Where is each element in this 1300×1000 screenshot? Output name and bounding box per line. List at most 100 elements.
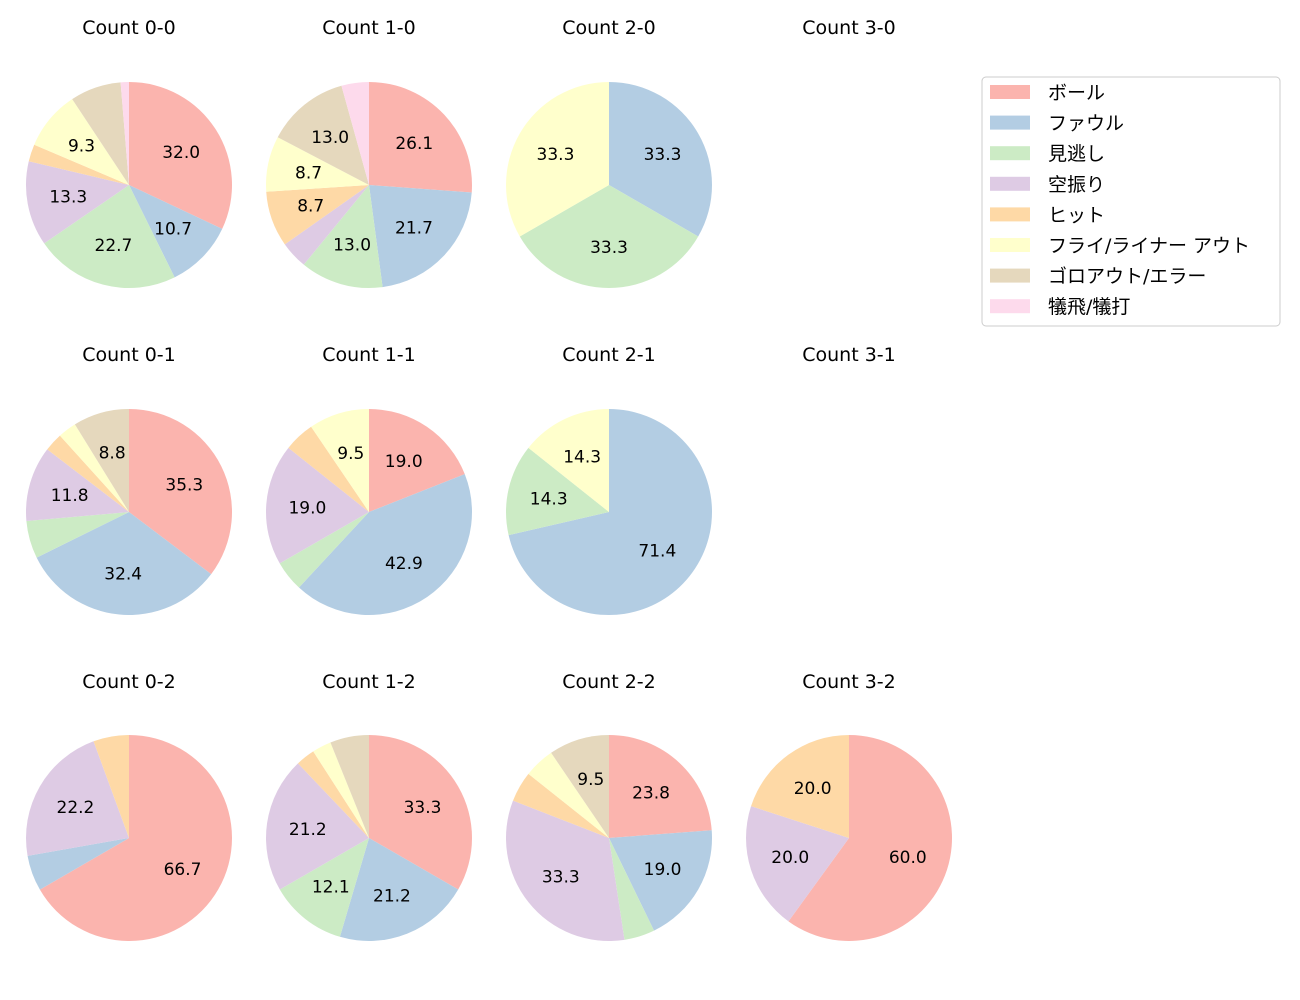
slice-label: 19.0 — [385, 452, 423, 472]
pie-slice — [505, 447, 609, 536]
slice-label: 35.3 — [165, 475, 203, 495]
pie-count-3-2: Count 3-2 60.0 20.0 20.0 — [746, 671, 952, 941]
pie-slice — [279, 512, 369, 588]
pie-slice — [28, 144, 130, 185]
slice-label: 21.2 — [373, 886, 411, 906]
legend-swatch — [990, 207, 1030, 222]
pie-title: Count 2-2 — [562, 671, 656, 693]
pie-title: Count 0-0 — [82, 17, 176, 39]
pie-slice — [506, 800, 625, 941]
pie-slice — [129, 82, 233, 229]
pie-slice — [74, 409, 129, 512]
slice-label: 33.3 — [590, 238, 628, 258]
pie-slice — [27, 838, 129, 890]
legend-entry: 空振り — [1048, 174, 1105, 196]
pie-slice — [341, 82, 369, 185]
pie-title: Count 2-0 — [562, 17, 656, 39]
pie-slice — [339, 838, 459, 941]
pie-slice — [266, 185, 369, 245]
slice-label: 14.3 — [530, 489, 568, 509]
slice-label: 12.1 — [312, 878, 350, 898]
pie-slice — [528, 752, 609, 838]
slice-label: 42.9 — [385, 554, 423, 574]
pie-slice — [609, 735, 712, 838]
slice-label: 20.0 — [771, 848, 809, 868]
slice-label: 8.7 — [297, 197, 324, 217]
pie-title: Count 1-1 — [322, 344, 416, 366]
pie-slice — [47, 435, 129, 512]
pie-slice — [751, 735, 849, 838]
pie-slice — [609, 82, 712, 237]
pie-title: Count 1-2 — [322, 671, 416, 693]
slice-label: 33.3 — [404, 798, 442, 818]
slice-label: 26.1 — [395, 134, 433, 154]
pie-title: Count 1-0 — [322, 17, 416, 39]
slice-label: 9.5 — [577, 770, 604, 790]
slice-label: 8.8 — [99, 444, 126, 464]
slice-label: 23.8 — [632, 784, 670, 804]
pie-slice — [34, 99, 129, 185]
pie-slice — [266, 137, 369, 192]
pie-slice — [26, 741, 130, 856]
legend-entry: ボール — [1048, 82, 1105, 104]
pie-count-1-1: Count 1-1 19.0 42.9 19.0 9.5 — [266, 344, 472, 616]
pie-count-2-2: Count 2-2 23.8 19.0 33.3 9.5 — [506, 671, 712, 941]
pie-slice — [303, 185, 383, 288]
pie-slice — [266, 763, 369, 890]
pie-slice — [298, 474, 472, 616]
pie-slice — [26, 512, 129, 558]
pie-slice — [25, 161, 129, 244]
pie-slice — [284, 185, 369, 265]
pie-slice — [330, 735, 369, 838]
legend-swatch — [990, 146, 1030, 161]
pie-count-2-0: Count 2-0 33.3 33.3 33.3 — [506, 17, 712, 288]
slice-label: 9.3 — [68, 136, 95, 156]
pie-slice — [369, 409, 465, 512]
legend-swatch — [990, 238, 1030, 252]
pie-slice — [120, 82, 129, 185]
legend-entry: フライ/ライナー アウト — [1048, 235, 1250, 257]
pie-slice — [36, 512, 212, 616]
legend-swatch — [990, 176, 1030, 191]
pie-title: Count 3-2 — [802, 671, 896, 693]
slice-label: 33.3 — [537, 145, 575, 165]
slice-label: 13.0 — [311, 128, 349, 148]
slice-label: 66.7 — [164, 860, 202, 880]
pie-title: Count 0-1 — [82, 344, 176, 366]
pie-count-1-2: Count 1-2 33.3 21.2 12.1 21.2 — [266, 671, 472, 941]
pie-count-2-1: Count 2-1 71.4 14.3 14.3 — [505, 344, 712, 615]
pie-title: Count 0-2 — [82, 671, 176, 693]
slice-label: 21.2 — [289, 820, 327, 840]
legend-entry: 犠飛/犠打 — [1048, 296, 1130, 318]
legend-frame — [981, 76, 1281, 327]
slice-label: 32.0 — [162, 143, 200, 163]
pie-count-0-1: Count 0-1 35.3 32.4 11.8 8.8 — [26, 344, 233, 616]
legend-entry: 見逃し — [1048, 143, 1105, 165]
slice-label: 19.0 — [288, 498, 326, 518]
slice-label: 22.2 — [57, 798, 95, 818]
pie-slice — [266, 447, 369, 564]
pie-title: Count 3-1 — [802, 344, 896, 366]
pie-count-0-2: Count 0-2 66.7 22.2 — [26, 671, 232, 941]
pie-slice — [39, 735, 232, 941]
pie-slice — [512, 773, 609, 838]
slice-label: 22.7 — [95, 236, 133, 256]
slice-label: 33.3 — [542, 868, 580, 888]
pie-slice — [528, 409, 609, 512]
pie-slice — [551, 735, 609, 838]
legend-swatch — [990, 115, 1030, 130]
legend-swatch — [990, 85, 1030, 99]
pie-count-0-0: Count 0-0 32.0 10.7 22.7 13.3 9.3 — [25, 17, 233, 289]
legend-entry: ゴロアウト/エラー — [1048, 266, 1206, 288]
pie-slice — [369, 735, 472, 890]
slice-label: 32.4 — [104, 565, 142, 585]
slice-label: 71.4 — [638, 541, 676, 561]
pie-title: Count 2-1 — [562, 344, 656, 366]
slice-label: 10.7 — [154, 219, 192, 239]
slice-label: 8.7 — [295, 163, 322, 183]
pie-slice — [288, 426, 369, 512]
pie-slice — [279, 838, 369, 937]
pie-count-3-1: Count 3-1 — [802, 344, 896, 366]
